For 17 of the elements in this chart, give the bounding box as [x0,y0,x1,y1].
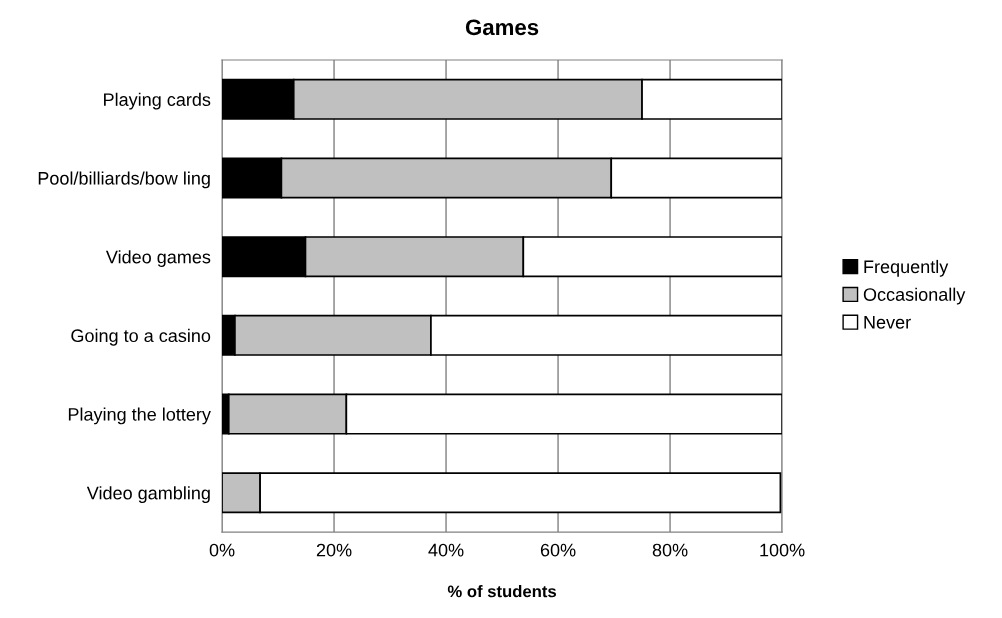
x-tick-label: 0% [209,543,235,557]
y-tick-label: Playing the lottery [68,407,211,425]
legend-label: Occasionally [863,287,966,305]
x-tick-label: 60% [540,543,576,557]
y-tick-label: Video games [105,250,211,267]
y-tick-label: Going to a casino [71,328,211,346]
legend-label: Never [864,316,911,329]
x-tick-label: 40% [428,543,464,557]
x-axis-title: % of students [447,585,556,598]
y-tick-label: Video gambling [86,486,210,504]
x-tick-label: 20% [316,543,352,557]
y-tick-label: Playing cards [104,92,211,110]
legend-label: Frequently [864,259,949,277]
x-tick-label: 80% [652,543,688,557]
y-tick-label: Pool/billiards/bow ling [38,171,210,189]
chart-title: Games [465,19,539,36]
x-tick-label: 100% [760,543,805,557]
